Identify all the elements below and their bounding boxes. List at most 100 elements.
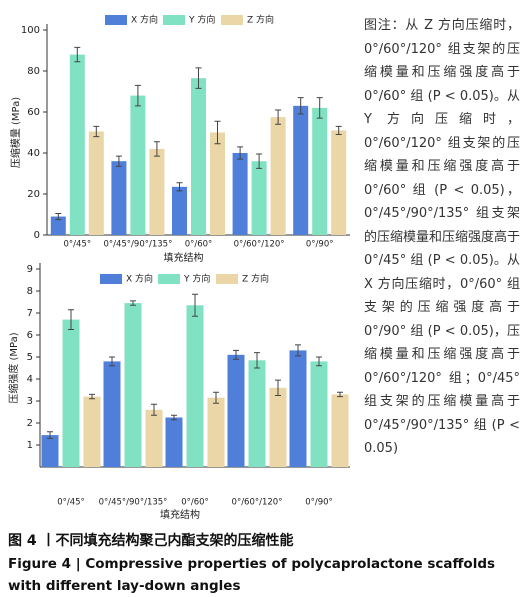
legend-swatch [158,274,180,284]
bar [62,319,80,467]
bar [293,105,309,235]
error-bar [295,344,301,357]
x-tick-label: 0°/60°/120° [232,498,283,508]
bar [269,387,287,467]
bar [289,350,307,467]
y-tick-label: 6 [27,330,33,341]
bar [331,130,347,235]
legend-swatch [105,15,127,25]
error-bar [256,153,263,169]
legend-swatch [216,274,238,284]
charts: 0 20 40 60 80 100 压缩模量 (MPa) 填充结构 X 方向 Y 方向 Z 方向 0°… [7,14,350,521]
bar [310,361,328,467]
x-tick-label: 0°/60°/120° [234,240,285,250]
y-tick-label: 60 [27,107,40,118]
x-tick-label: 0°/90° [305,498,333,508]
bar [270,117,286,235]
figure-note: 图注：从 Z 方向压缩时，0°/60°/120° 组支架的压缩模量和压缩强度高于… [364,18,521,456]
bar [210,132,225,235]
error-bar [55,212,62,221]
error-bar [134,84,141,107]
error-bar [233,349,239,360]
error-bar [115,155,122,167]
bar [227,354,245,467]
bar [191,78,206,235]
y-axis-label: 压缩模量 (MPa) [9,97,22,168]
error-bar [213,391,219,404]
error-bar [93,125,100,138]
legend-label: X 方向 [126,273,153,285]
bar [165,417,183,467]
bar [312,107,328,235]
error-bar [171,414,177,421]
x-tick-label: 0°/60° [181,498,209,508]
error-bar [254,352,260,369]
bar [111,161,127,235]
legend-label: Z 方向 [242,273,269,285]
y-tick-label: 40 [27,148,40,159]
error-bar [89,393,95,400]
error-bar [316,97,323,119]
legend-swatch [221,15,243,25]
error-bar [297,97,304,115]
error-bar [130,300,136,306]
x-tick-label: 0°/45°/90°/135° [103,240,172,250]
error-bar [237,146,244,160]
legend-label: Y 方向 [183,273,210,285]
x-tick-label: 0°/45° [64,240,92,250]
bar [186,305,204,467]
bar [83,396,101,467]
y-tick-label: 4 [27,374,33,385]
error-bar [109,356,115,367]
y-tick-label: 0 [34,230,40,241]
bar [331,394,349,467]
error-bar [176,182,183,192]
legend-swatch [163,15,185,25]
error-bar [47,431,53,439]
error-bar [151,403,157,416]
error-bar [214,120,221,145]
x-tick-label: 0°/90° [306,240,334,250]
x-axis-label: 填充结构 [164,251,204,264]
bar [69,54,85,235]
x-tick-label: 0°/60° [185,240,213,250]
legend-swatch [100,274,122,284]
bar [251,161,267,235]
y-tick-label: 2 [27,418,33,429]
y-tick-label: 9 [27,264,33,275]
bar [130,95,146,235]
error-bar [337,391,343,398]
x-tick-label: 0°/45°/90°/135° [99,498,168,508]
caption-en: Figure 4 | Compressive properties of pol… [8,556,496,594]
error-bar [275,109,282,125]
x-axis-label: 填充结构 [160,508,200,521]
y-axis-label: 压缩强度 (MPa) [7,332,20,403]
bar [172,186,187,235]
legend-label: Z 方向 [247,14,274,26]
y-tick-label: 7 [27,308,33,319]
error-bar [68,309,74,330]
y-tick-label: 100 [21,25,40,36]
bar [50,216,66,235]
y-tick-label: 5 [27,352,33,363]
legend-label: Y 方向 [188,14,215,26]
error-bar [335,125,342,136]
y-tick-label: 8 [27,286,33,297]
bar [248,360,266,467]
caption-cn: 图 4 丨不同填充结构聚己内酯支架的压缩性能 [8,533,294,549]
bar [88,131,104,235]
error-bar [195,67,202,89]
error-bar [192,293,198,317]
error-bar [275,379,281,396]
error-bar [153,141,160,157]
bar [207,397,225,467]
bar [145,409,163,467]
bar [103,361,121,467]
bar [41,435,59,467]
legend-label: X 方向 [131,14,158,26]
bar [149,148,165,235]
y-tick-label: 3 [27,396,33,407]
y-tick-label: 80 [27,66,40,77]
y-tick-label: 1 [27,440,33,451]
